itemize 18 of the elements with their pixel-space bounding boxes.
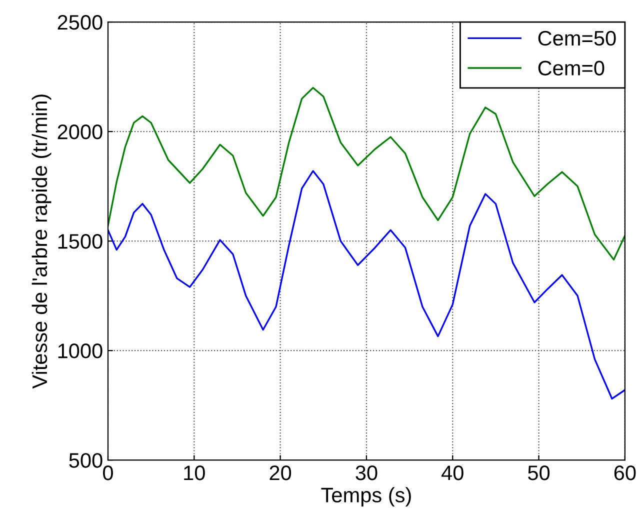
line-series	[108, 170, 625, 400]
x-tick-label: 60	[614, 465, 636, 480]
x-tick-label: 50	[528, 465, 550, 480]
y-tick-label: 1500	[58, 234, 102, 249]
line-series	[108, 86, 625, 260]
x-tick-label: 20	[270, 465, 292, 480]
x-tick-label: 0	[103, 465, 113, 480]
y-axis-title: Vitesse de l'arbre rapide (tr/min)	[32, 94, 52, 389]
y-tick-label: 1000	[58, 344, 102, 358]
legend-label: Cem=50	[538, 30, 616, 46]
y-tick-label: 500	[69, 453, 102, 468]
x-tick-label: 40	[442, 465, 464, 480]
y-tick-label: 2000	[58, 124, 102, 140]
legend-label: Cem=0	[538, 60, 604, 76]
x-tick-label: 10	[184, 465, 205, 480]
x-tick-label: 30	[356, 465, 378, 480]
y-tick-label: 2500	[58, 15, 102, 30]
x-axis-title: Temps (s)	[321, 487, 411, 507]
